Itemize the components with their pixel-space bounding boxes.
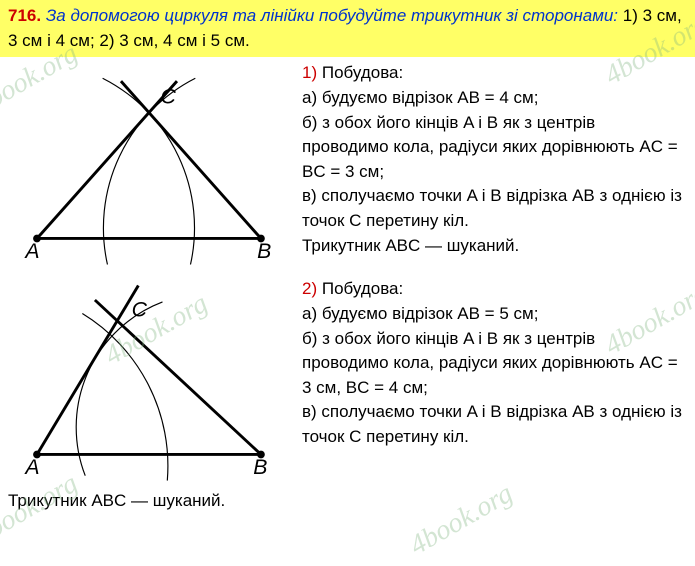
sol1-step-a: а) будуємо відрізок AB = 4 см;	[302, 86, 685, 111]
sol1-step-c: в) сполучаємо точки A і B відрізка AB з …	[302, 184, 685, 233]
diagram-1: A B C	[0, 57, 296, 273]
vertex-c-label-2: C	[132, 298, 148, 322]
sol1-number: 1)	[302, 63, 317, 82]
solution-1-row: A B C 1) Побудова: а) будуємо відрізок A…	[0, 57, 695, 273]
problem-statement: За допомогою циркуля та лінійки побудуйт…	[46, 6, 618, 25]
vertex-a-label-2: A	[23, 455, 39, 479]
solution-2-text: 2) Побудова: а) будуємо відрізок AB = 5 …	[296, 273, 695, 449]
problem-header: 716. За допомогою циркуля та лінійки поб…	[0, 0, 695, 57]
solution-1-text: 1) Побудова: а) будуємо відрізок AB = 4 …	[296, 57, 695, 258]
sol2-step-c: в) сполучаємо точки A і B відрізка AB з …	[302, 400, 685, 449]
sol2-number: 2)	[302, 279, 317, 298]
vertex-c-label: C	[161, 85, 177, 109]
sol1-conclusion: Трикутник ABC — шуканий.	[302, 234, 685, 259]
solution-2-row: A B C 2) Побудова: а) будуємо відрізок A…	[0, 273, 695, 489]
sol1-step-b: б) з обох його кінців A і B як з центрів…	[302, 111, 685, 185]
sol1-title: Побудова:	[317, 63, 403, 82]
vertex-b-label: B	[257, 239, 271, 263]
sol2-conclusion: Трикутник ABC — шуканий.	[0, 489, 695, 518]
problem-number: 716.	[8, 6, 41, 25]
sol2-title: Побудова:	[317, 279, 403, 298]
sol2-step-a: а) будуємо відрізок AB = 5 см;	[302, 302, 685, 327]
sol2-step-b: б) з обох його кінців A і B як з центрів…	[302, 327, 685, 401]
vertex-a-label: A	[23, 239, 39, 263]
vertex-b-label-2: B	[253, 455, 267, 479]
content: A B C 1) Побудова: а) будуємо відрізок A…	[0, 57, 695, 518]
diagram-2: A B C	[0, 273, 296, 489]
